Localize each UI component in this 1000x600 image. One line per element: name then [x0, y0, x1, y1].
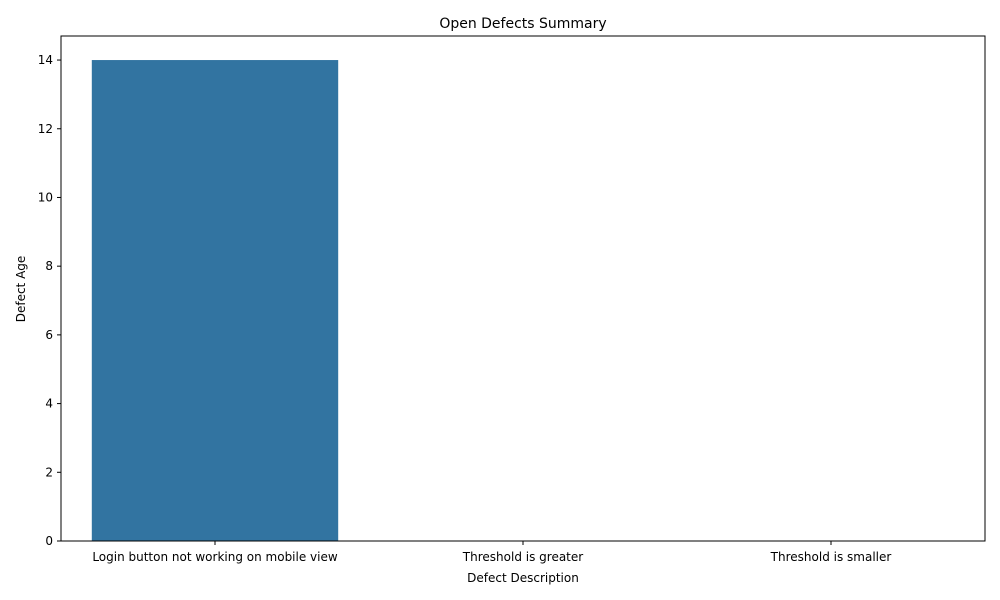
bars-layer [91, 60, 339, 542]
chart-title: Open Defects Summary [439, 16, 606, 32]
bar-0 [91, 60, 339, 542]
y-tick-label: 4 [45, 397, 53, 411]
y-tick-label: 14 [38, 53, 53, 67]
y-tick-label: 6 [45, 328, 53, 342]
y-tick-label: 0 [45, 534, 53, 548]
y-tick-label: 10 [38, 190, 53, 204]
y-axis-title: Defect Age [14, 256, 28, 323]
y-tick-label: 8 [45, 259, 53, 273]
plot-frame [60, 35, 986, 542]
y-axis: 0 2 4 6 8 10 12 14 [38, 53, 61, 548]
x-tick-label: Threshold is greater [462, 550, 583, 564]
y-tick-label: 2 [45, 465, 53, 479]
x-tick-label: Threshold is smaller [770, 550, 892, 564]
y-tick-label: 12 [38, 122, 53, 136]
x-tick-label: Login button not working on mobile view [92, 550, 338, 564]
x-axis: Login button not working on mobile view T… [92, 541, 891, 564]
x-axis-title: Defect Description [467, 571, 579, 585]
